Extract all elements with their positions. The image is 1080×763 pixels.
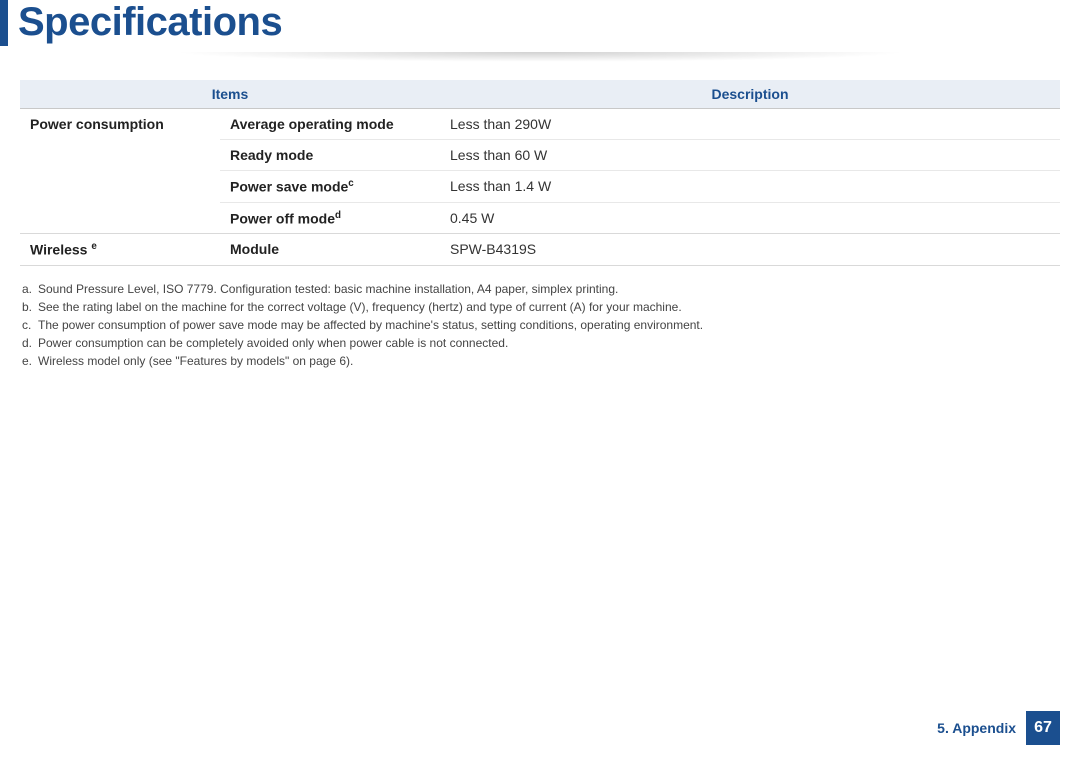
specifications-table: Items Description Power consumption Aver… <box>20 80 1060 266</box>
sub-label: Ready mode <box>220 140 440 171</box>
header-description: Description <box>440 80 1060 109</box>
table-row: Power consumption Average operating mode… <box>20 109 1060 140</box>
sub-text: Average operating mode <box>230 116 394 132</box>
footnote-text: See the rating label on the machine for … <box>38 298 682 316</box>
group-text: Wireless <box>30 242 87 258</box>
sub-label: Module <box>220 234 440 266</box>
header-items: Items <box>20 80 440 109</box>
page-number: 67 <box>1026 711 1060 745</box>
sub-text: Power save mode <box>230 179 348 195</box>
group-text: Power consumption <box>30 116 164 132</box>
footnote-key: c. <box>22 316 38 334</box>
desc-cell: Less than 290W <box>440 109 1060 140</box>
page-title: Specifications <box>18 0 282 42</box>
sub-label: Power save modec <box>220 171 440 203</box>
title-bar: Specifications <box>0 0 1080 46</box>
sub-text: Ready mode <box>230 147 313 163</box>
footnote-key: e. <box>22 352 38 370</box>
footnote-text: The power consumption of power save mode… <box>38 316 703 334</box>
desc-cell: 0.45 W <box>440 202 1060 234</box>
desc-cell: Less than 1.4 W <box>440 171 1060 203</box>
shadow-divider <box>20 52 1060 66</box>
sub-text: Module <box>230 241 279 257</box>
sub-sup: d <box>335 210 341 221</box>
footnote: d.Power consumption can be completely av… <box>22 334 1058 352</box>
group-sup: e <box>91 241 96 252</box>
footnote-text: Wireless model only (see "Features by mo… <box>38 352 353 370</box>
table-row: Wireless e Module SPW-B4319S <box>20 234 1060 266</box>
footnote-key: a. <box>22 280 38 298</box>
sub-label: Power off moded <box>220 202 440 234</box>
footnote-text: Power consumption can be completely avoi… <box>38 334 508 352</box>
footnote: c.The power consumption of power save mo… <box>22 316 1058 334</box>
footnote-key: b. <box>22 298 38 316</box>
footer-section: 5. Appendix <box>937 720 1016 736</box>
footnote-key: d. <box>22 334 38 352</box>
group-label: Wireless e <box>20 234 220 266</box>
footnote-text: Sound Pressure Level, ISO 7779. Configur… <box>38 280 618 298</box>
footnote: e.Wireless model only (see "Features by … <box>22 352 1058 370</box>
title-accent-bar <box>0 0 8 46</box>
footnotes: a.Sound Pressure Level, ISO 7779. Config… <box>22 280 1058 370</box>
sub-label: Average operating mode <box>220 109 440 140</box>
page: Specifications Items Description Power c… <box>0 0 1080 763</box>
group-label: Power consumption <box>20 109 220 234</box>
desc-cell: Less than 60 W <box>440 140 1060 171</box>
footnote: b.See the rating label on the machine fo… <box>22 298 1058 316</box>
desc-cell: SPW-B4319S <box>440 234 1060 266</box>
sub-sup: c <box>348 178 353 189</box>
sub-text: Power off mode <box>230 210 335 226</box>
table-header-row: Items Description <box>20 80 1060 109</box>
page-footer: 5. Appendix 67 <box>937 711 1060 745</box>
footnote: a.Sound Pressure Level, ISO 7779. Config… <box>22 280 1058 298</box>
